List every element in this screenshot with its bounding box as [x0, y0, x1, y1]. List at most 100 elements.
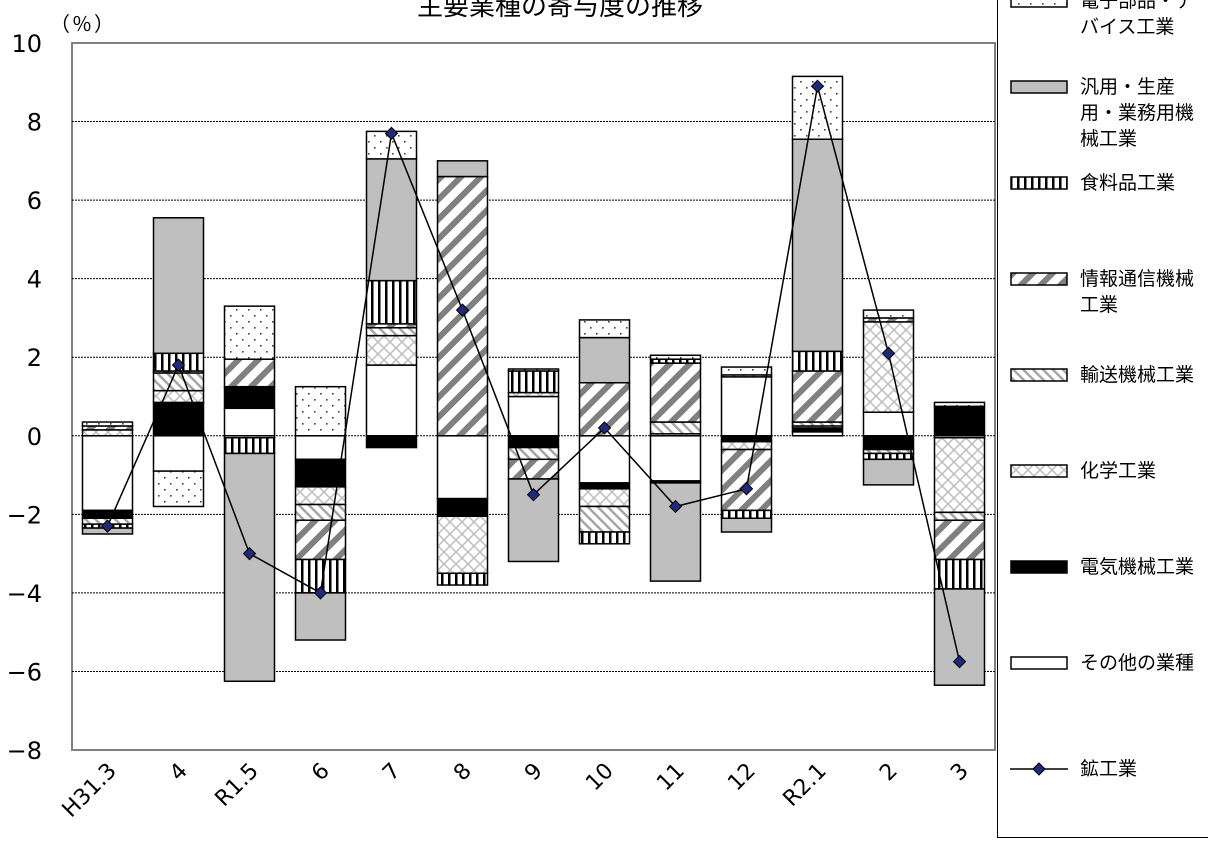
bar-segment — [81, 509, 134, 520]
y-tick-label: 8 — [27, 109, 42, 137]
bar-segment — [862, 321, 915, 413]
total-line-point — [597, 421, 612, 435]
bar-segment — [294, 519, 347, 561]
legend-label: 電気機械工業 — [1080, 556, 1195, 578]
bar-segment — [578, 488, 631, 508]
y-tick-label: 10 — [11, 30, 42, 58]
legend-swatch-black — [1010, 560, 1068, 574]
bar-segment — [152, 435, 205, 472]
total-line-point — [313, 586, 328, 600]
legend-swatch-white — [1010, 656, 1068, 670]
bar-segment — [649, 435, 702, 482]
y-tick-label: −6 — [7, 658, 42, 686]
bar-segment — [720, 509, 773, 520]
x-tick-label: R2.1 — [779, 759, 832, 812]
legend-swatch-gray — [1010, 80, 1068, 94]
chart-title: 主要業種の寄与度の推移 — [416, 0, 703, 22]
bar-segment — [578, 482, 631, 490]
bar-segment — [862, 452, 915, 461]
x-tick-label: 4 — [165, 759, 193, 787]
bar-segment — [436, 497, 489, 518]
bar-segment — [862, 458, 915, 486]
total-line-point — [739, 482, 754, 496]
legend-label: 汎用・生産用・業務用機械工業 — [1080, 76, 1195, 150]
legend-label: その他の業種 — [1080, 652, 1195, 674]
y-axis-unit-label: （％） — [50, 12, 116, 36]
y-tick-label: −2 — [7, 501, 42, 529]
bar-segment — [933, 511, 986, 521]
x-tick-label: 6 — [307, 759, 335, 787]
bar-segment — [933, 401, 986, 408]
bar-segment — [436, 572, 489, 586]
bar-segment — [507, 478, 560, 563]
bar-segment — [578, 435, 631, 484]
stacked-bars — [81, 75, 986, 686]
bar-segment — [152, 217, 205, 355]
bar-segment — [720, 517, 773, 533]
bar-segment — [436, 515, 489, 575]
bar-segment — [578, 336, 631, 384]
bar-segment — [223, 358, 276, 388]
legend: 電子部品・デバイス工業 汎用・生産用・業務用機械工業 食料品工業 情報通信機械工… — [997, 0, 1208, 838]
bar-segment — [365, 279, 418, 325]
legend-swatch-crosshatch — [1010, 464, 1068, 478]
bar-segment — [365, 364, 418, 437]
bar-segment — [294, 503, 347, 521]
bar-segment — [791, 138, 844, 353]
bar-segment — [223, 407, 276, 437]
legend-swatch-diagonal — [1010, 272, 1068, 286]
total-line-point — [100, 519, 115, 533]
bar-segment — [365, 327, 418, 337]
bar-segment — [436, 435, 489, 500]
bar-segment — [720, 366, 773, 376]
bar-segment — [152, 470, 205, 508]
bar-segment — [152, 389, 205, 404]
x-tick-label: 3 — [946, 759, 974, 787]
legend-label: 化学工業 — [1080, 460, 1157, 482]
legend-swatch-dots — [1010, 0, 1068, 8]
y-tick-label: 0 — [27, 423, 42, 451]
legend-swatch-line-diamond — [1010, 762, 1068, 776]
legend-swatch-fine-diagonal — [1010, 368, 1068, 382]
bar-segment — [294, 486, 347, 506]
x-tick-label: 10 — [581, 759, 618, 796]
bar-segment — [933, 405, 986, 437]
bar-segment — [436, 160, 489, 178]
y-tick-label: 2 — [27, 344, 42, 372]
legend-label: 鉱工業 — [1080, 758, 1138, 780]
x-tick-label: H31.3 — [58, 759, 122, 823]
bar-segment — [365, 158, 418, 282]
bar-segment — [152, 372, 205, 392]
x-tick-label: 8 — [449, 759, 477, 787]
bar-segment — [720, 435, 773, 443]
total-line — [100, 79, 967, 669]
bar-segment — [578, 531, 631, 545]
bar-segment — [862, 309, 915, 319]
bar-segment — [649, 421, 702, 435]
y-tick-label: −4 — [7, 580, 42, 608]
bar-segment — [152, 401, 205, 437]
legend-label: 食料品工業 — [1080, 172, 1176, 194]
legend-label: 輸送機械工業 — [1080, 364, 1195, 386]
bar-segment — [507, 370, 560, 394]
total-line-point — [668, 499, 683, 514]
bar-segment — [81, 435, 134, 512]
x-tick-label: 11 — [652, 759, 689, 796]
bar-segment — [933, 519, 986, 561]
bar-segment — [81, 429, 134, 437]
bar-segment — [223, 305, 276, 360]
bar-segment — [649, 482, 702, 582]
bar-segment — [578, 319, 631, 339]
bar-segment — [791, 370, 844, 423]
bar-segment — [294, 385, 347, 437]
x-tick-label: 9 — [520, 759, 548, 787]
bar-segment — [294, 592, 347, 641]
x-axis-ticks: H31.3 4 R1.5 6 7 8 9 10 11 12 R2.1 2 3 — [58, 759, 974, 823]
legend-swatch-vstripes — [1010, 176, 1068, 190]
y-axis-ticks: 10 8 6 4 2 0 −2 −4 −6 −8 — [7, 30, 42, 765]
total-line-point — [171, 358, 186, 372]
total-line-point — [384, 126, 399, 141]
bar-segment — [223, 452, 276, 683]
total-line-point — [455, 303, 470, 317]
